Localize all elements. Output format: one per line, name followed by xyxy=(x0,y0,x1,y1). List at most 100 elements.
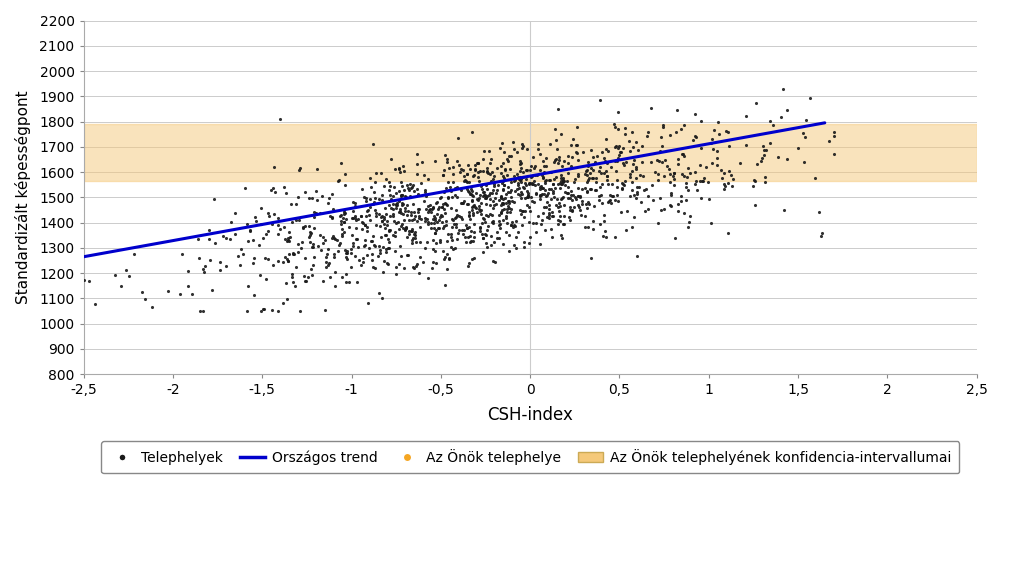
Point xyxy=(473,198,489,207)
Point xyxy=(670,159,686,168)
Point xyxy=(399,233,416,242)
Point xyxy=(530,179,547,188)
Point xyxy=(597,135,613,144)
Point xyxy=(297,276,313,285)
Point xyxy=(218,261,234,270)
Point xyxy=(463,236,479,245)
Point xyxy=(476,187,493,196)
Point xyxy=(519,200,536,209)
Point xyxy=(443,192,460,201)
Point xyxy=(563,187,580,196)
Point xyxy=(306,213,323,222)
Point xyxy=(471,193,487,202)
Point xyxy=(535,215,551,224)
Point xyxy=(566,203,583,212)
Point xyxy=(597,157,613,166)
Point xyxy=(334,225,350,234)
Point xyxy=(196,268,212,277)
Point xyxy=(600,179,616,188)
Point xyxy=(336,228,352,237)
Point xyxy=(468,203,484,212)
Point xyxy=(378,221,394,230)
Point xyxy=(654,123,671,132)
Point xyxy=(432,194,449,203)
Point xyxy=(397,207,414,216)
Point xyxy=(279,254,295,263)
Point xyxy=(403,210,420,219)
Point xyxy=(236,250,252,259)
Point xyxy=(490,216,507,225)
Point xyxy=(510,180,526,189)
Point xyxy=(389,217,406,226)
Point xyxy=(492,224,508,233)
Point xyxy=(513,210,529,219)
Point xyxy=(261,211,278,220)
Point xyxy=(81,276,97,285)
X-axis label: CSH-index: CSH-index xyxy=(487,405,573,423)
Point xyxy=(424,203,440,212)
Point xyxy=(503,221,519,230)
Point xyxy=(315,233,332,242)
Point xyxy=(333,216,349,225)
Point xyxy=(279,236,295,245)
Point xyxy=(317,306,334,315)
Point xyxy=(581,174,597,183)
Point xyxy=(495,216,511,225)
Point xyxy=(687,110,703,119)
Point xyxy=(292,306,308,315)
Point xyxy=(317,235,334,244)
Point xyxy=(445,219,462,228)
Point xyxy=(532,181,549,190)
Point xyxy=(404,226,421,235)
Point xyxy=(554,179,570,188)
Point xyxy=(762,138,778,148)
Point xyxy=(501,203,517,212)
Point xyxy=(670,199,686,208)
Point xyxy=(421,205,437,215)
Point xyxy=(695,174,712,183)
Point xyxy=(334,272,350,282)
Point xyxy=(616,123,633,132)
Point xyxy=(308,186,325,195)
Point xyxy=(464,190,480,199)
Point xyxy=(756,150,772,159)
Point xyxy=(433,193,450,202)
Point xyxy=(459,177,475,186)
Point xyxy=(454,226,470,235)
Point xyxy=(387,219,403,228)
Point xyxy=(598,232,614,241)
Point xyxy=(627,212,643,221)
Point xyxy=(543,224,559,233)
Point xyxy=(492,211,508,220)
Point xyxy=(435,223,452,232)
Point xyxy=(365,231,381,240)
Point xyxy=(503,221,519,230)
Point xyxy=(212,258,228,267)
Point xyxy=(174,249,190,258)
Point xyxy=(623,172,639,181)
Point xyxy=(180,282,197,291)
Point xyxy=(563,153,580,162)
Point xyxy=(343,262,359,271)
Point xyxy=(474,167,490,176)
Point xyxy=(583,185,599,194)
Point xyxy=(494,191,510,200)
Point xyxy=(402,180,419,189)
Point xyxy=(516,243,532,252)
Point xyxy=(446,214,463,223)
Point xyxy=(407,231,423,240)
Point xyxy=(503,205,519,214)
Point xyxy=(624,186,640,195)
Point xyxy=(353,261,370,270)
Point xyxy=(585,225,601,234)
Point xyxy=(460,186,476,195)
Point xyxy=(347,198,364,207)
Point xyxy=(588,186,604,195)
Point xyxy=(556,212,572,221)
Point xyxy=(618,158,635,167)
Point xyxy=(694,176,711,185)
Point xyxy=(368,168,384,177)
Point xyxy=(374,216,390,225)
Point xyxy=(562,202,579,211)
Point xyxy=(464,203,480,212)
